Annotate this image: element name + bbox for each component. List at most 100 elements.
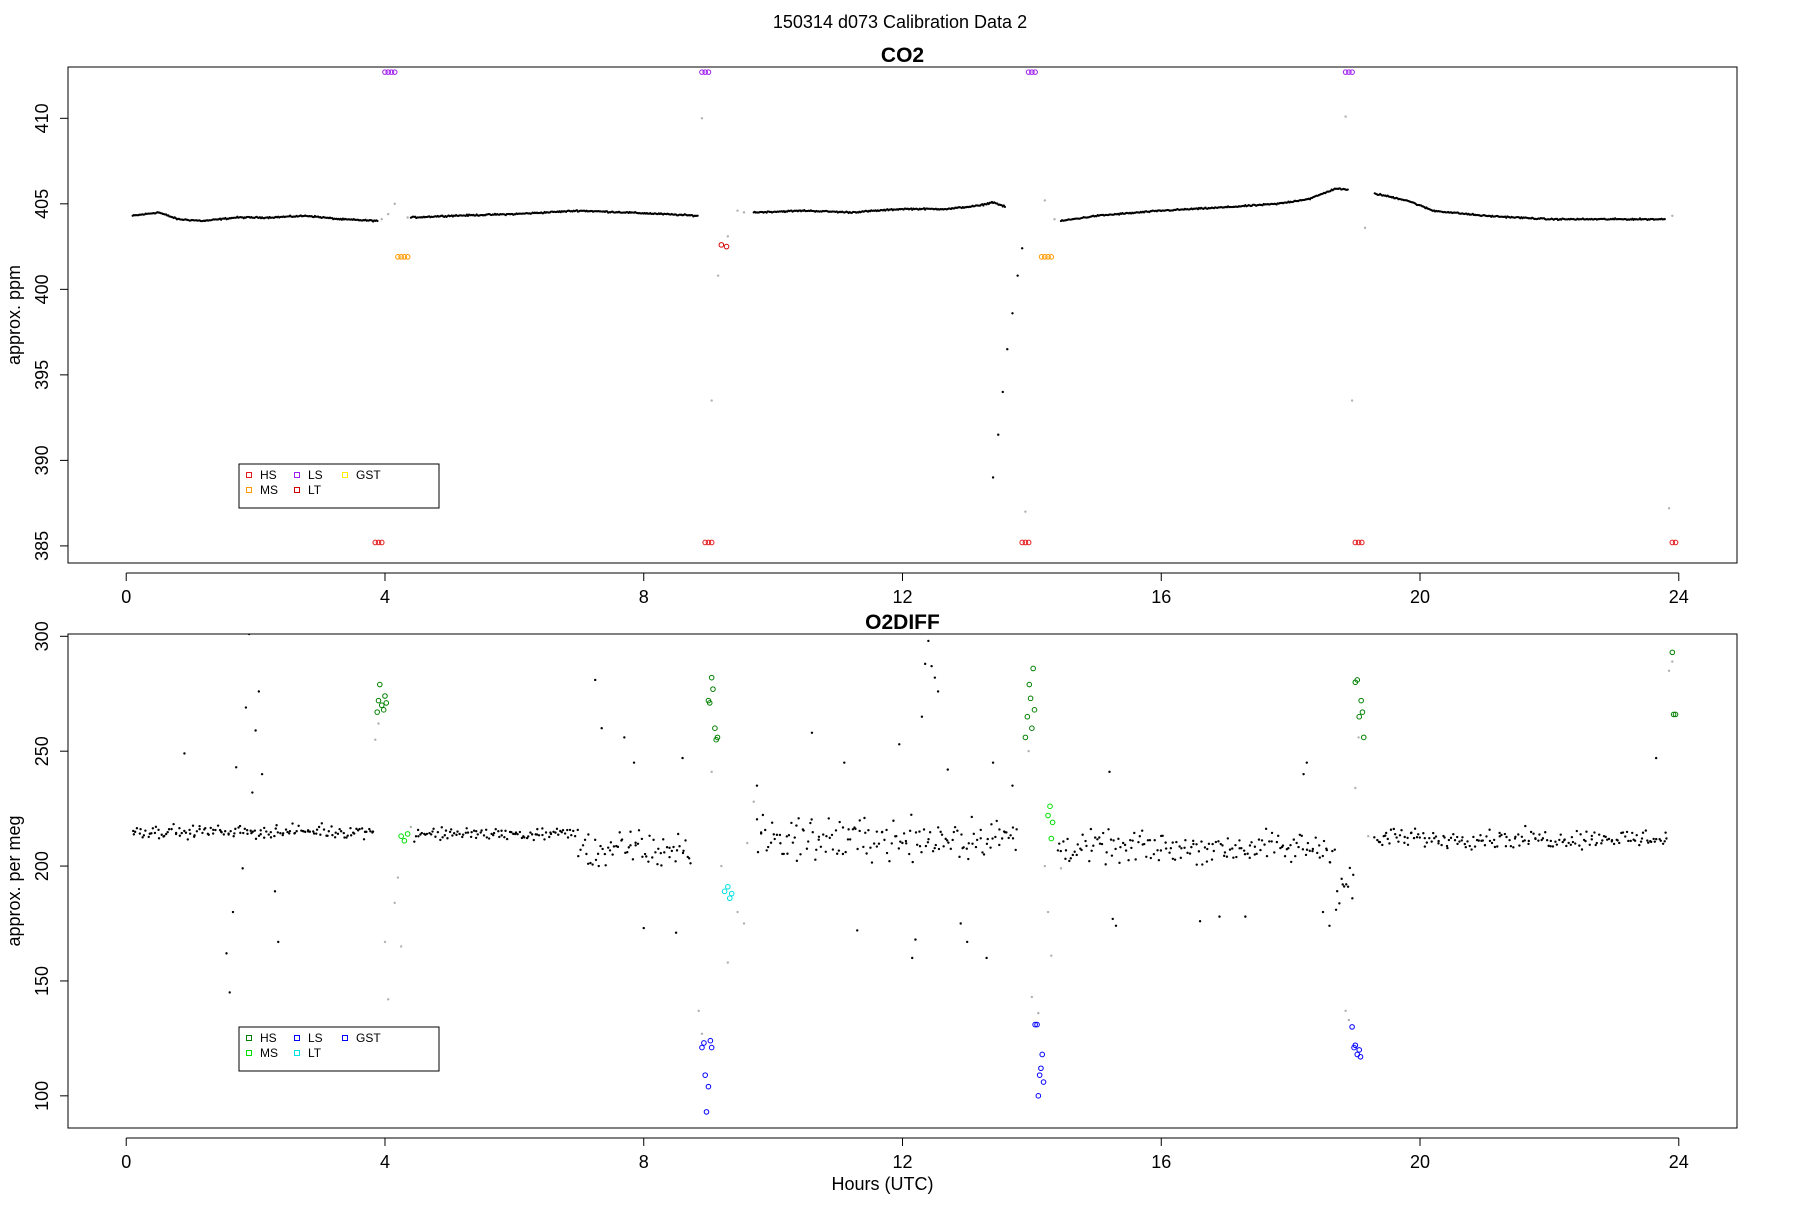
legend-swatch [246, 1035, 252, 1041]
ambient-point [201, 831, 204, 835]
calibration-point-ls [1038, 1065, 1044, 1072]
ambient-point [1222, 854, 1226, 858]
ambient-point [995, 819, 998, 823]
legend-swatch [246, 472, 252, 478]
ambient-point [1110, 854, 1114, 857]
x-tick-label: 24 [1669, 1152, 1689, 1172]
ambient-point [458, 832, 461, 836]
ambient-point [1403, 841, 1406, 845]
ambient-point [1090, 849, 1093, 852]
ambient-point [164, 832, 168, 836]
ambient-point [207, 833, 210, 836]
calibration-point-ls [707, 1037, 714, 1044]
ambient-point [1231, 847, 1234, 850]
ambient-point [974, 845, 978, 849]
ambient-point [1316, 851, 1319, 855]
ambient-point [1423, 836, 1426, 840]
ambient-point [648, 834, 651, 838]
ambient-point [1621, 831, 1625, 834]
calibration-point-ls [1029, 69, 1035, 75]
ambient-point [589, 861, 592, 865]
ambient-point [1198, 920, 1202, 923]
calibration-point-ls [1032, 1021, 1038, 1028]
x-tick-label: 0 [121, 1152, 131, 1172]
calibration-point-ms [1042, 254, 1048, 260]
ambient-point [1659, 839, 1662, 843]
ambient-point [902, 832, 906, 835]
ambient-point [769, 841, 773, 844]
ambient-point [342, 831, 345, 835]
ambient-point [536, 827, 539, 831]
ambient-point [432, 827, 435, 830]
ambient-point [825, 835, 828, 838]
transition-point [1367, 834, 1370, 838]
transition-point [1050, 954, 1053, 957]
ambient-point [1322, 839, 1326, 843]
ambient-point [1563, 838, 1566, 841]
ambient-point [863, 816, 866, 820]
ambient-point [608, 849, 612, 852]
ambient-point [1453, 839, 1457, 842]
ambient-point [1109, 838, 1113, 841]
ambient-point [827, 817, 830, 820]
calibration-point-hs [706, 700, 713, 706]
ambient-point [193, 834, 196, 837]
ambient-point [1093, 836, 1097, 839]
ambient-point [618, 831, 621, 834]
ambient-point [1559, 833, 1562, 836]
calibration-point-lt [726, 895, 733, 902]
ambient-point [470, 830, 473, 834]
transition-point [374, 738, 377, 741]
ambient-point [510, 830, 513, 834]
ambient-point [865, 852, 868, 855]
ambient-point [214, 828, 217, 832]
ambient-point [620, 838, 624, 841]
ambient-point [231, 910, 235, 914]
transition-point [746, 841, 749, 845]
ambient-point [304, 830, 307, 834]
ambient-point [1588, 843, 1591, 846]
ambient-point [616, 845, 620, 849]
transition-point [700, 117, 704, 120]
ambient-point [1468, 844, 1471, 848]
ambient-point [831, 848, 835, 851]
ambient-point [822, 833, 825, 836]
y-axis-label: approx. ppm [4, 265, 24, 365]
calibration-point-hs [383, 700, 390, 706]
ambient-point [1058, 842, 1061, 845]
ambient-point [1386, 837, 1389, 841]
ambient-point [1192, 839, 1195, 843]
calibration-point-lt [725, 883, 731, 890]
ambient-point [475, 830, 478, 833]
ambient-point [665, 845, 669, 849]
ambient-point [668, 846, 671, 850]
ambient-point [1011, 312, 1014, 315]
ambient-point [1308, 849, 1311, 853]
ambient-point [1418, 836, 1422, 839]
ambient-point [520, 836, 524, 840]
ambient-point [1145, 855, 1148, 859]
calibration-point-hs [375, 697, 382, 704]
ambient-point [1124, 849, 1128, 852]
ambient-point [1232, 856, 1235, 859]
calibration-point-hs [380, 707, 387, 713]
ambient-point [875, 845, 879, 848]
ambient-point [985, 956, 988, 960]
ambient-point [1138, 835, 1142, 838]
ambient-point [869, 846, 872, 849]
ambient-point [183, 752, 186, 755]
calibration-point-hs [1359, 709, 1366, 715]
ambient-point [1483, 844, 1487, 847]
ambient-point [1618, 841, 1621, 845]
ambient-point [1305, 848, 1309, 851]
ambient-point [828, 836, 831, 840]
ambient-point [1574, 842, 1577, 845]
ambient-point [1570, 835, 1574, 839]
ambient-point [1580, 848, 1584, 851]
ambient-point [629, 844, 632, 847]
x-tick-label: 4 [380, 1152, 390, 1172]
ambient-point [1205, 860, 1209, 863]
ambient-point [670, 849, 674, 853]
ambient-point [657, 847, 660, 851]
ambient-point [1504, 845, 1508, 848]
